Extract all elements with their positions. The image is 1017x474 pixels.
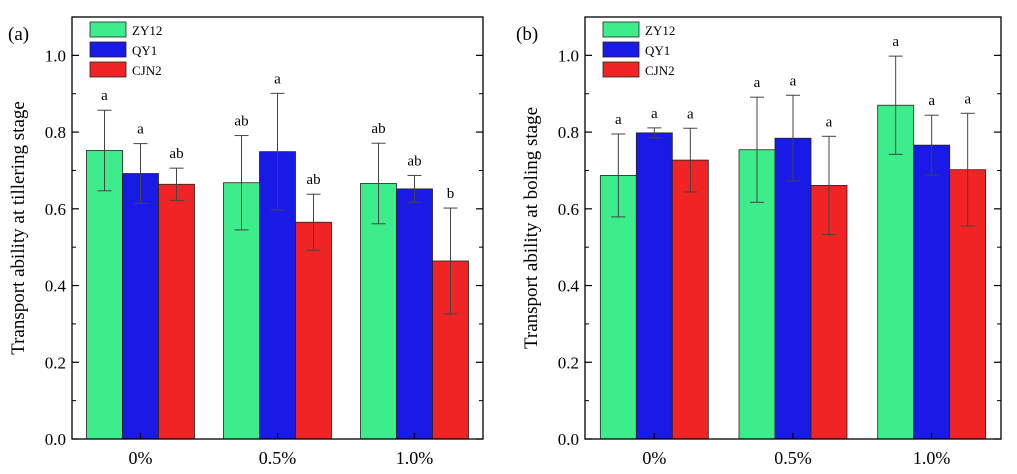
bar-CJN2-1: [295, 221, 332, 440]
legend-label: ZY12: [132, 23, 162, 38]
significance-label: a: [274, 71, 281, 87]
bar-QY1-0: [122, 173, 159, 440]
panel-label: (b): [516, 24, 538, 45]
significance-label: a: [615, 112, 622, 128]
legend-swatch-ZY12: [602, 21, 640, 38]
bar-QY1-2: [913, 144, 951, 440]
significance-label: a: [754, 75, 761, 91]
significance-label: a: [964, 91, 971, 107]
bar-ZY12-0: [86, 150, 123, 440]
bar-CJN2-0: [158, 183, 195, 440]
bar-QY1-0: [635, 132, 673, 440]
significance-label: a: [790, 73, 797, 89]
legend-label: CJN2: [132, 63, 162, 78]
significance-label: a: [101, 88, 108, 104]
significance-label: a: [687, 106, 694, 122]
panel-a: (a) a ab ab a a ab ab ab b 0.0 0.2 0.4 0.6 0.8 1.0 0% 0.5…: [8, 16, 484, 468]
y-tick-label: 0.0: [45, 430, 66, 449]
y-tick-label: 0.6: [45, 200, 66, 219]
x-tick-label: 1.0%: [913, 448, 951, 468]
significance-label: a: [928, 93, 935, 109]
bar-QY1-2: [396, 188, 433, 440]
significance-label: b: [447, 186, 455, 202]
y-tick-label: 0.2: [558, 353, 579, 372]
panel-b: (b) a a a a a a a a a 0.0 0.2 0.4 0.6 0.8 1.0 0% 0.5% 1.0%…: [516, 16, 1002, 468]
significance-label: a: [651, 106, 658, 122]
x-tick-label: 0.5%: [259, 448, 297, 468]
legend-swatch-QY1: [89, 41, 127, 58]
significance-label: ab: [169, 146, 183, 162]
significance-label: ab: [407, 153, 421, 169]
y-tick-label: 0.4: [45, 277, 67, 296]
significance-label: ab: [234, 114, 248, 130]
x-tick-label: 0%: [129, 448, 153, 468]
x-tick-label: 0.5%: [774, 448, 812, 468]
y-tick-label: 1.0: [558, 46, 579, 65]
y-tick-label: 0.4: [558, 277, 580, 296]
y-tick-label: 0.8: [558, 123, 579, 142]
bar-ZY12-2: [877, 104, 915, 440]
y-tick-label: 0.2: [45, 353, 66, 372]
y-tick-label: 0.6: [558, 200, 579, 219]
legend-label: ZY12: [645, 23, 675, 38]
y-axis-title: Transport ability at tillering stage: [8, 101, 29, 355]
legend-label: QY1: [645, 43, 670, 58]
y-tick-label: 1.0: [45, 46, 66, 65]
y-axis-title: Transport ability at boling stage: [521, 107, 542, 349]
legend-swatch-QY1: [602, 41, 640, 58]
legend-label: CJN2: [645, 63, 675, 78]
bar-CJN2-0: [671, 159, 709, 440]
significance-label: a: [137, 122, 144, 138]
legend-label: QY1: [132, 43, 157, 58]
x-tick-label: 1.0%: [396, 448, 434, 468]
legend-swatch-ZY12: [89, 21, 127, 38]
significance-label: ab: [371, 121, 385, 137]
significance-label: a: [892, 34, 899, 50]
significance-label: a: [826, 114, 833, 130]
y-tick-label: 0.0: [558, 430, 579, 449]
legend-swatch-CJN2: [89, 61, 127, 78]
x-tick-label: 0%: [642, 448, 666, 468]
significance-label: ab: [306, 172, 320, 188]
panel-label: (a): [8, 24, 29, 45]
bar-QY1-1: [774, 137, 812, 440]
legend-swatch-CJN2: [602, 61, 640, 78]
y-tick-label: 0.8: [45, 123, 66, 142]
